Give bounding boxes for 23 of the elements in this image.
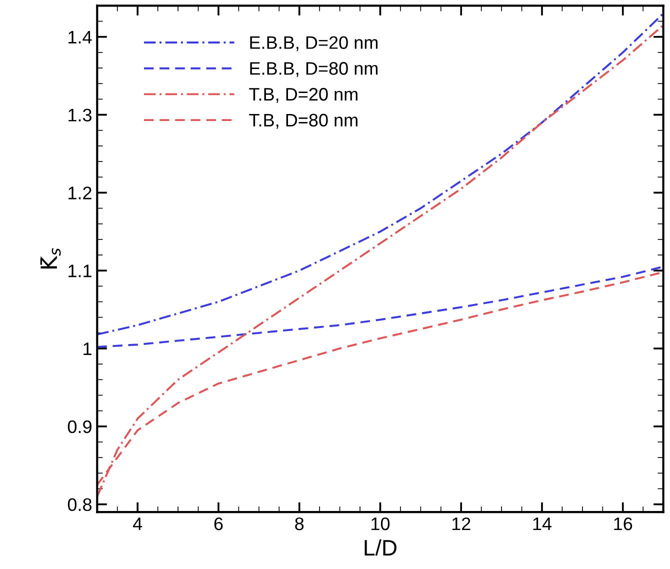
x-tick-label: 8 xyxy=(295,517,304,530)
x-tick-label: 14 xyxy=(533,518,552,530)
y-tick-label: 1.2 xyxy=(68,186,92,200)
x-tick-label: 16 xyxy=(614,517,632,530)
y-tick-label: 1.1 xyxy=(68,264,92,278)
x-tick-label: 10 xyxy=(372,517,390,530)
line-series xyxy=(97,12,664,336)
legend-label: T.B, D=80 nm xyxy=(249,114,358,129)
legend-label: T.B, D=20 nm xyxy=(249,88,358,103)
y-axis-title: K̄$_{s}$ xyxy=(40,248,61,268)
y-tick-label: 1.4 xyxy=(68,30,92,44)
y-tick-label: 0.9 xyxy=(68,420,92,434)
y-tick-label: 1 xyxy=(84,342,92,356)
x-axis-title: L/D xyxy=(364,539,396,556)
legend-label: E.B.B, D=80 nm xyxy=(250,62,378,77)
x-tick-label: 4 xyxy=(132,518,142,530)
line-series xyxy=(97,266,664,348)
legend-label: E.B.B, D=20 nm xyxy=(250,36,378,52)
line-series xyxy=(97,24,664,498)
x-tick-label: 6 xyxy=(214,517,223,530)
x-tick-label: 12 xyxy=(452,517,470,530)
y-tick-label: 0.8 xyxy=(68,498,92,512)
y-tick-label: 1.3 xyxy=(68,108,92,122)
